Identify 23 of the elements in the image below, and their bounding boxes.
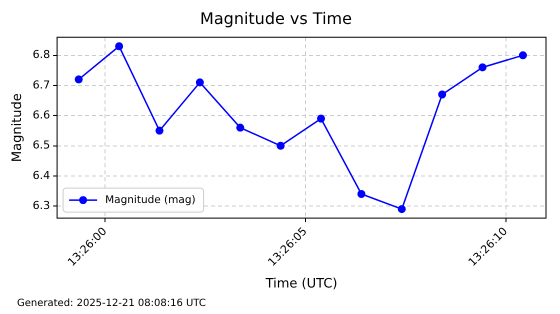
point: [357, 190, 366, 198]
y-tick-label: 6.8: [32, 48, 50, 62]
legend-label: Magnitude (mag): [105, 194, 196, 206]
y-tick-label: 6.5: [32, 138, 50, 152]
y-tick-label: 6.3: [32, 198, 50, 212]
point: [317, 114, 326, 123]
x-axis-title: Time (UTC): [264, 276, 338, 292]
y-tick-label: 6.7: [32, 78, 50, 92]
point: [438, 90, 446, 98]
chart-title: Magnitude vs Time: [200, 8, 352, 28]
point: [518, 51, 527, 60]
y-tick-label: 6.6: [32, 108, 50, 122]
point: [236, 124, 244, 132]
point: [398, 205, 406, 214]
text: Generated: 2025-12-21 08:08:16 UTC: [17, 298, 206, 309]
point: [276, 142, 285, 150]
point: [196, 78, 204, 86]
y-tick-label: 6.4: [32, 168, 50, 182]
point: [478, 63, 487, 72]
point: [74, 75, 83, 84]
y-axis-title: Magnitude: [10, 93, 26, 162]
point: [115, 42, 124, 50]
point: [155, 126, 164, 135]
